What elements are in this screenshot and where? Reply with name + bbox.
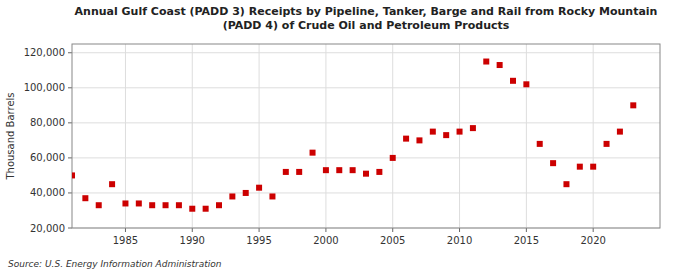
- y-tick-label: 20,000: [30, 223, 65, 234]
- point: [203, 206, 209, 212]
- point: [510, 78, 516, 84]
- point: [617, 129, 623, 135]
- point: [96, 202, 102, 208]
- point: [72, 172, 75, 178]
- x-grid-line: [593, 44, 594, 228]
- point: [216, 202, 222, 208]
- point: [256, 185, 262, 191]
- x-tick-label: 1995: [246, 235, 271, 246]
- point: [483, 59, 489, 65]
- y-tick: [68, 122, 72, 123]
- x-tick-label: 2015: [514, 235, 539, 246]
- title: Annual Gulf Coast (PADD 3) Receipts by P…: [75, 5, 658, 32]
- point: [590, 164, 596, 170]
- point: [537, 141, 543, 147]
- x-tick-label: 2020: [580, 235, 605, 246]
- point: [163, 202, 169, 208]
- point: [550, 160, 556, 166]
- point: [122, 200, 128, 206]
- x-tick: [325, 228, 326, 232]
- x-tick-label: 1990: [180, 235, 205, 246]
- grid: [72, 44, 660, 228]
- x-tick: [392, 228, 393, 232]
- x-tick-label: 2000: [313, 235, 338, 246]
- point: [430, 129, 436, 135]
- point: [577, 164, 583, 170]
- point: [243, 190, 249, 196]
- point: [497, 62, 503, 68]
- point: [363, 171, 369, 177]
- y-grid-line: [72, 157, 660, 158]
- y-tick-label: 60,000: [30, 152, 65, 163]
- y-tick-label: 80,000: [30, 117, 65, 128]
- plot-frame: [72, 44, 660, 228]
- y-tick-label: 100,000: [24, 82, 65, 93]
- x-tick: [526, 228, 527, 232]
- point: [283, 169, 289, 175]
- point: [563, 181, 569, 187]
- point: [176, 202, 182, 208]
- point: [604, 141, 610, 147]
- point: [82, 195, 88, 201]
- title-line: (PADD 4) of Crude Oil and Petroleum Prod…: [223, 19, 510, 32]
- y-tick: [68, 52, 72, 53]
- x-tick: [192, 228, 193, 232]
- x-tick: [259, 228, 260, 232]
- y-grid-line: [72, 87, 660, 88]
- x-tick: [593, 228, 594, 232]
- y-grid-line: [72, 122, 660, 123]
- x-grid-line: [392, 44, 393, 228]
- point: [416, 137, 422, 143]
- point: [109, 181, 115, 187]
- point: [457, 129, 463, 135]
- x-ticks: 1985 1990 1995 2000 2005 2010 2015 2020: [113, 228, 606, 246]
- x-tick-label: 2010: [447, 235, 472, 246]
- point: [189, 206, 195, 212]
- y-tick: [68, 157, 72, 158]
- x-tick-label: 2005: [380, 235, 405, 246]
- x-tick-label: 1985: [113, 235, 138, 246]
- point: [443, 132, 449, 138]
- y-grid-line: [72, 192, 660, 193]
- y-tick-label: 120,000: [24, 47, 65, 58]
- point: [136, 200, 142, 206]
- y-tick-label: 40,000: [30, 187, 65, 198]
- title-line: Annual Gulf Coast (PADD 3) Receipts by P…: [75, 5, 658, 18]
- point: [229, 193, 235, 199]
- x-grid-line: [192, 44, 193, 228]
- chart: Annual Gulf Coast (PADD 3) Receipts by P…: [0, 0, 675, 275]
- x-grid-line: [125, 44, 126, 228]
- y-ticks: 20,000 40,000 60,000 80,000 100,000 120,000: [24, 47, 72, 233]
- point: [323, 167, 329, 173]
- x-grid-line: [459, 44, 460, 228]
- point: [269, 193, 275, 199]
- point: [350, 167, 356, 173]
- x-grid-line: [325, 44, 326, 228]
- x-tick: [459, 228, 460, 232]
- point: [310, 150, 316, 156]
- y-tick: [68, 192, 72, 193]
- point: [390, 155, 396, 161]
- point: [403, 136, 409, 142]
- x-tick: [125, 228, 126, 232]
- y-axis-label: Thousand Barrels: [5, 92, 16, 180]
- source: Source: U.S. Energy Information Administ…: [8, 259, 222, 269]
- points: [72, 59, 636, 212]
- point: [523, 81, 529, 87]
- point: [336, 167, 342, 173]
- point: [296, 169, 302, 175]
- y-tick: [68, 87, 72, 88]
- y-tick: [68, 228, 72, 229]
- point: [630, 102, 636, 108]
- x-grid-line: [259, 44, 260, 228]
- point: [149, 202, 155, 208]
- y-grid-line: [72, 52, 660, 53]
- x-grid-line: [526, 44, 527, 228]
- point: [376, 169, 382, 175]
- point: [470, 125, 476, 131]
